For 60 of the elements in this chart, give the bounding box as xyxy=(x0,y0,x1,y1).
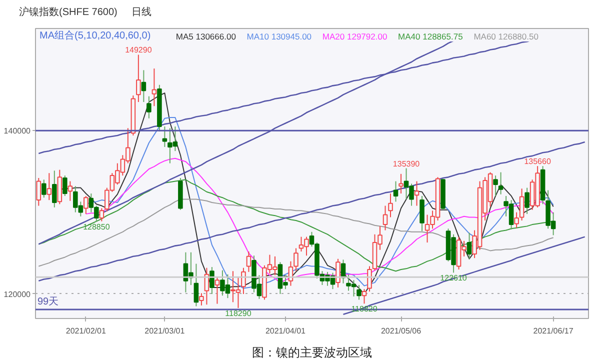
candlestick xyxy=(68,180,73,202)
line-series xyxy=(38,198,554,267)
candlestick xyxy=(382,205,388,231)
candlestick xyxy=(146,96,152,119)
y-tick-label: 140000 xyxy=(4,126,32,136)
candlestick xyxy=(393,180,398,202)
annotation: 135660 xyxy=(524,157,552,166)
y-tick-label: 120000 xyxy=(4,290,32,299)
candlestick xyxy=(294,248,298,272)
candlestick xyxy=(367,266,372,292)
legend-title: MA组合(5,10,20,40,60,0) xyxy=(40,30,151,42)
ref-line-label: 99天 xyxy=(38,296,59,308)
annotation: 149290 xyxy=(125,46,152,55)
candlestick xyxy=(498,172,504,195)
candlestick xyxy=(152,68,157,107)
candlestick xyxy=(398,173,404,194)
candlestick xyxy=(420,195,424,232)
candlestick xyxy=(493,175,498,196)
annotation: 135390 xyxy=(392,159,420,168)
candlestick xyxy=(136,54,141,103)
candlestick xyxy=(46,172,52,201)
candlestick xyxy=(194,263,199,307)
annotation: 122610 xyxy=(440,274,468,283)
candlestick xyxy=(84,195,88,214)
candlestick xyxy=(99,208,104,222)
annotation: 128850 xyxy=(83,222,110,232)
candlestick xyxy=(241,267,246,294)
x-tick-label: 2021/06/17 xyxy=(533,326,574,336)
text: 日线 xyxy=(131,7,152,18)
candlestick xyxy=(336,258,340,288)
candlestick xyxy=(524,187,530,214)
text: MA60 126880.50 xyxy=(474,32,539,42)
x-tick-label: 2021/03/01 xyxy=(144,326,186,336)
text: MA20 129792.00 xyxy=(322,32,388,42)
candlestick xyxy=(514,212,519,228)
candlestick xyxy=(414,180,420,206)
candlestick xyxy=(214,276,220,304)
candlestick xyxy=(356,284,362,300)
candlestick xyxy=(141,70,146,103)
candlestick xyxy=(199,292,204,306)
candlestick xyxy=(62,175,68,196)
text: MA40 128865.75 xyxy=(398,32,464,42)
candlestick xyxy=(210,266,214,294)
candlestick xyxy=(246,251,252,272)
candlestick xyxy=(362,288,367,304)
annotation: 118290 xyxy=(225,308,252,318)
text: 图：镍的主要波动区域 xyxy=(252,346,372,360)
chart-subtitle: 沪镍指数(SHFE 7600) xyxy=(19,7,118,18)
annotation: 118820 xyxy=(351,304,378,314)
candlestick xyxy=(42,179,46,198)
candlestick xyxy=(466,232,472,260)
text: MA5 130666.00 xyxy=(176,32,236,42)
x-tick-label: 2021/02/01 xyxy=(66,326,106,336)
candlestick xyxy=(388,193,393,218)
text: MA10 130945.00 xyxy=(246,32,312,42)
line-series xyxy=(38,141,586,282)
candlestick xyxy=(519,188,524,221)
x-tick-label: 2021/04/01 xyxy=(265,326,306,336)
candlestick xyxy=(52,170,57,208)
x-tick-label: 2021/05/06 xyxy=(380,326,422,336)
